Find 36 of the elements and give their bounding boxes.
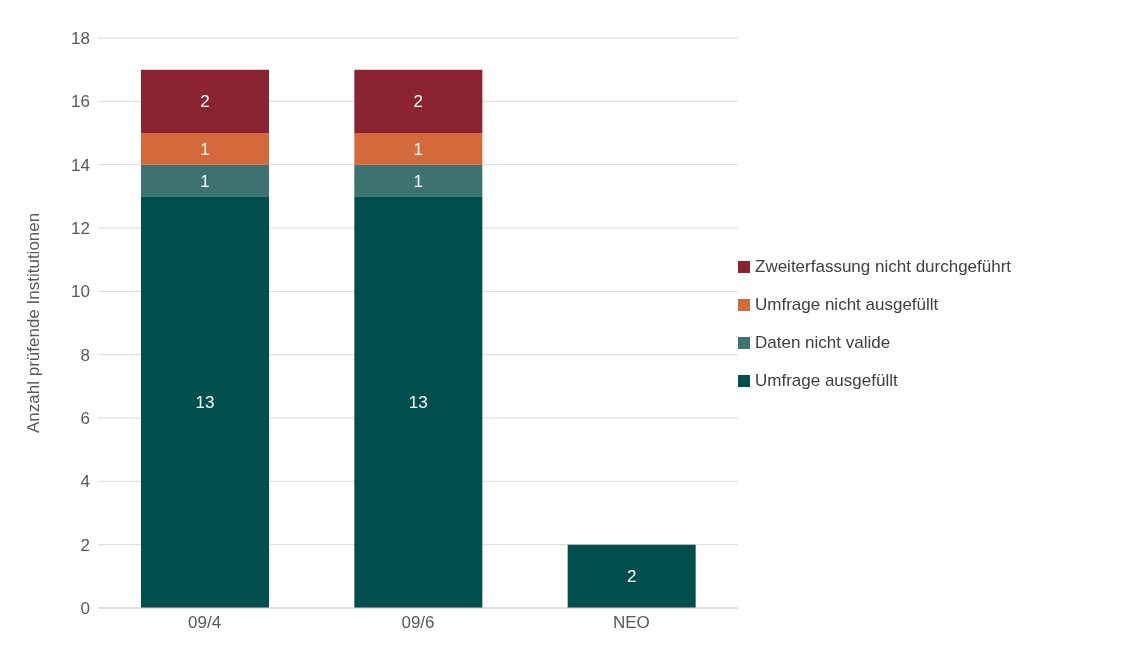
data-label: 1 bbox=[413, 139, 424, 159]
bar bbox=[141, 196, 269, 608]
bar bbox=[141, 69, 269, 133]
y-tick-label: 14 bbox=[71, 155, 90, 175]
x-tick-label: 09/4 bbox=[188, 613, 222, 633]
y-tick-label: 10 bbox=[71, 282, 90, 302]
bar bbox=[141, 164, 269, 197]
data-label: 1 bbox=[413, 171, 424, 191]
bar bbox=[354, 196, 483, 608]
bar bbox=[354, 164, 483, 197]
bar bbox=[354, 133, 483, 165]
y-tick-label: 18 bbox=[71, 29, 90, 49]
y-tick-label: 16 bbox=[71, 92, 90, 112]
y-tick-label: 2 bbox=[80, 535, 90, 555]
data-label: 13 bbox=[195, 393, 215, 413]
data-label: 2 bbox=[413, 92, 424, 112]
legend-label: Daten nicht valide bbox=[755, 333, 891, 353]
data-label: 1 bbox=[200, 139, 210, 159]
bar bbox=[567, 544, 696, 608]
bar bbox=[141, 133, 269, 165]
legend-label: Zweiterfassung nicht durchgeführt bbox=[755, 257, 1012, 277]
y-tick-label: 4 bbox=[80, 472, 90, 492]
y-tick-label: 8 bbox=[80, 345, 90, 365]
bar bbox=[354, 69, 483, 133]
data-label: 13 bbox=[408, 393, 428, 413]
y-tick-label: 12 bbox=[71, 219, 90, 239]
data-label: 1 bbox=[200, 171, 210, 191]
y-tick-label: 6 bbox=[80, 409, 90, 429]
legend-label: Umfrage ausgefüllt bbox=[755, 371, 898, 391]
data-label: 2 bbox=[200, 92, 210, 112]
y-axis-title: Anzahl prüfende Institutionen bbox=[24, 212, 44, 433]
data-label: 2 bbox=[626, 567, 637, 587]
x-tick-label: NEO bbox=[612, 613, 650, 633]
x-tick-label: 09/6 bbox=[401, 613, 435, 633]
legend-label: Umfrage nicht ausgefüllt bbox=[755, 295, 939, 315]
y-tick-label: 0 bbox=[80, 599, 90, 619]
